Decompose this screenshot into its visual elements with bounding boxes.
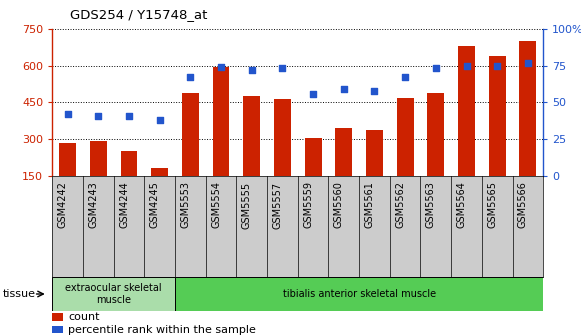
Bar	[151, 168, 168, 176]
Point	[247, 67, 256, 73]
Bar	[213, 67, 229, 176]
Text: percentile rank within the sample: percentile rank within the sample	[68, 325, 256, 335]
Bar	[519, 41, 536, 176]
Text: count: count	[68, 312, 99, 322]
Text: tissue: tissue	[3, 289, 36, 299]
Text: tibialis anterior skeletal muscle: tibialis anterior skeletal muscle	[282, 289, 436, 299]
Text: GSM5559: GSM5559	[303, 181, 313, 228]
Point	[523, 60, 533, 65]
Text: GSM5557: GSM5557	[272, 181, 282, 228]
Text: GSM4244: GSM4244	[119, 181, 129, 228]
Bar	[59, 143, 76, 176]
Point	[216, 64, 225, 70]
Text: GSM4245: GSM4245	[150, 181, 160, 228]
Bar	[90, 141, 107, 176]
Text: GSM5554: GSM5554	[211, 181, 221, 228]
Bar	[489, 56, 505, 176]
Bar	[243, 96, 260, 176]
Bar	[52, 313, 63, 321]
Point	[431, 66, 440, 71]
Bar	[428, 93, 444, 176]
Text: extraocular skeletal
muscle: extraocular skeletal muscle	[65, 283, 162, 305]
Point	[493, 63, 502, 68]
Text: GSM5566: GSM5566	[518, 181, 528, 228]
Bar	[458, 46, 475, 176]
Bar	[397, 98, 414, 176]
Point	[63, 112, 72, 117]
Text: GSM5564: GSM5564	[457, 181, 467, 228]
Bar	[335, 128, 352, 176]
Bar	[121, 151, 138, 176]
Point	[462, 63, 471, 68]
Text: GSM5555: GSM5555	[242, 181, 252, 228]
Point	[278, 66, 287, 71]
Point	[400, 75, 410, 80]
Point	[370, 88, 379, 93]
Text: GSM5565: GSM5565	[487, 181, 497, 228]
Bar	[304, 138, 321, 176]
Point	[124, 113, 134, 119]
Point	[339, 86, 349, 92]
Text: GSM5562: GSM5562	[395, 181, 405, 228]
Text: GSM4242: GSM4242	[58, 181, 67, 228]
Point	[155, 118, 164, 123]
Bar	[366, 130, 383, 176]
Text: GSM5561: GSM5561	[364, 181, 375, 228]
Point	[186, 75, 195, 80]
Bar	[182, 93, 199, 176]
Text: GSM5563: GSM5563	[426, 181, 436, 228]
Text: GDS254 / Y15748_at: GDS254 / Y15748_at	[70, 8, 207, 22]
Point	[309, 91, 318, 96]
Text: GSM4243: GSM4243	[88, 181, 98, 228]
Bar	[52, 277, 175, 311]
Text: GSM5553: GSM5553	[180, 181, 191, 228]
Bar	[175, 277, 543, 311]
Bar	[52, 326, 63, 333]
Bar	[274, 99, 291, 176]
Text: GSM5560: GSM5560	[334, 181, 344, 228]
Point	[94, 113, 103, 119]
